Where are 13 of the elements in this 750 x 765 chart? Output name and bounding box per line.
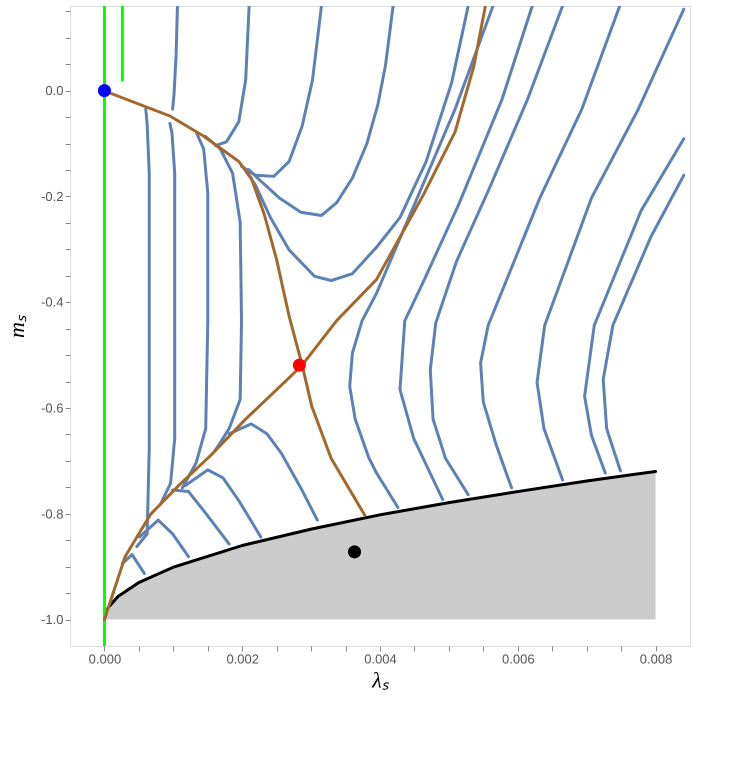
- x-tick-label: 0.004: [364, 652, 397, 666]
- y-tick-label: -0.8: [41, 506, 64, 522]
- y-tick-label: -0.4: [41, 294, 64, 310]
- x-tick-label: 0.000: [88, 652, 122, 666]
- x-tick-label: 0.006: [502, 652, 535, 666]
- y-tick-label: -0.2: [41, 188, 64, 204]
- y-tick-label: -1.0: [41, 612, 64, 628]
- y-axis-title: mₛ: [4, 314, 30, 338]
- y-tick-label: 0.0: [45, 83, 64, 98]
- x-axis-title: λₛ: [371, 668, 390, 692]
- y-tick-label: -0.6: [41, 400, 64, 416]
- x-tick-label: 0.008: [640, 652, 672, 666]
- x-tick-label: 0.002: [226, 652, 259, 666]
